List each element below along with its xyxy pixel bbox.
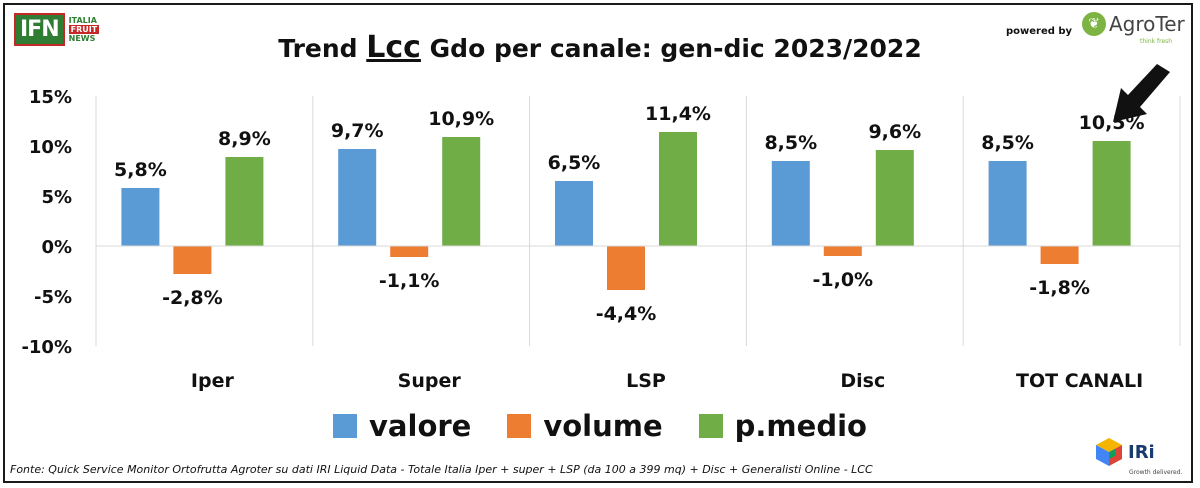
category-label: Disc	[840, 370, 885, 392]
legend-label: p.medio	[734, 409, 867, 443]
data-label: 8,5%	[981, 132, 1034, 154]
y-tick-label: 10%	[29, 137, 72, 158]
data-label: 8,5%	[764, 132, 817, 154]
y-tick-label: 0%	[41, 237, 72, 258]
bar-volume	[607, 246, 645, 290]
data-label: -4,4%	[596, 303, 657, 325]
legend-item: valore	[333, 409, 471, 443]
category-label: Super	[398, 370, 462, 392]
title-suffix: Gdo per canale: gen-dic 2023/2022	[420, 34, 922, 63]
powered-by-label: powered by	[1006, 26, 1073, 37]
bar-volume	[390, 246, 429, 257]
data-label: 9,6%	[868, 121, 921, 143]
ifn-logo-text: ITALIA FRUIT NEWS	[68, 15, 100, 43]
y-tick-label: -10%	[21, 337, 72, 358]
ifn-logo-mark: IFN	[14, 12, 65, 46]
legend: valore volume p.medio	[0, 409, 1200, 443]
agroter-tagline: think fresh	[1140, 38, 1173, 45]
legend-label: volume	[543, 409, 663, 443]
data-label: 11,4%	[645, 103, 711, 125]
category-label: TOT CANALI	[1016, 370, 1143, 392]
data-label: 8,9%	[218, 128, 271, 150]
data-label: 5,8%	[114, 159, 167, 181]
ifn-logo-line: FRUIT	[68, 24, 100, 34]
agroter-logo: ❦ AgroTer think fresh	[1082, 12, 1185, 45]
iri-cube-icon	[1096, 438, 1122, 466]
chart-title: Trend Lcc Gdo per canale: gen-dic 2023/2…	[0, 30, 1200, 65]
ifn-logo-line: ITALIA	[68, 15, 97, 25]
y-tick-label: 5%	[41, 187, 72, 208]
bar-volume	[173, 246, 212, 274]
bar-valore	[988, 161, 1027, 246]
source-note: Fonte: Quick Service Monitor Ortofrutta …	[10, 463, 873, 476]
legend-swatch	[333, 414, 358, 438]
legend-swatch	[698, 414, 723, 438]
category-label: Iper	[191, 370, 235, 392]
bar-valore	[771, 161, 810, 246]
bar-volume	[823, 246, 862, 256]
bar-volume	[1040, 246, 1079, 264]
title-emphasis: Lcc	[366, 30, 421, 65]
ifn-logo-line: NEWS	[68, 33, 96, 43]
iri-logo: IRi	[1094, 437, 1155, 467]
y-tick-label: -5%	[34, 287, 72, 308]
legend-item: p.medio	[698, 409, 867, 443]
data-label: -2,8%	[162, 287, 223, 309]
data-label: -1,8%	[1029, 277, 1090, 299]
bar-p-medio	[659, 132, 697, 246]
agroter-name: AgroTer	[1109, 12, 1185, 36]
bar-p-medio	[442, 137, 481, 246]
bar-valore	[338, 149, 377, 246]
data-label: 10,9%	[428, 108, 494, 130]
title-prefix: Trend	[278, 34, 367, 63]
ifn-logo: IFN ITALIA FRUIT NEWS	[14, 12, 100, 46]
data-label: 6,5%	[548, 152, 601, 174]
data-label: -1,0%	[813, 269, 874, 291]
category-label: LSP	[626, 370, 666, 392]
legend-swatch	[507, 414, 532, 438]
data-label: -1,1%	[379, 270, 440, 292]
leaf-icon: ❦	[1082, 12, 1106, 36]
bar-p-medio	[875, 150, 914, 246]
y-tick-label: 15%	[29, 87, 72, 108]
legend-label: valore	[369, 409, 472, 443]
iri-name: IRi	[1128, 441, 1155, 463]
annotation-arrow	[1113, 64, 1170, 122]
legend-item: volume	[507, 409, 663, 443]
bar-valore	[555, 181, 593, 246]
data-label: 9,7%	[331, 120, 384, 142]
bar-p-medio	[225, 157, 264, 246]
iri-tagline: Growth delivered.	[1129, 469, 1183, 476]
bar-p-medio	[1092, 141, 1131, 246]
bar-valore	[121, 188, 160, 246]
